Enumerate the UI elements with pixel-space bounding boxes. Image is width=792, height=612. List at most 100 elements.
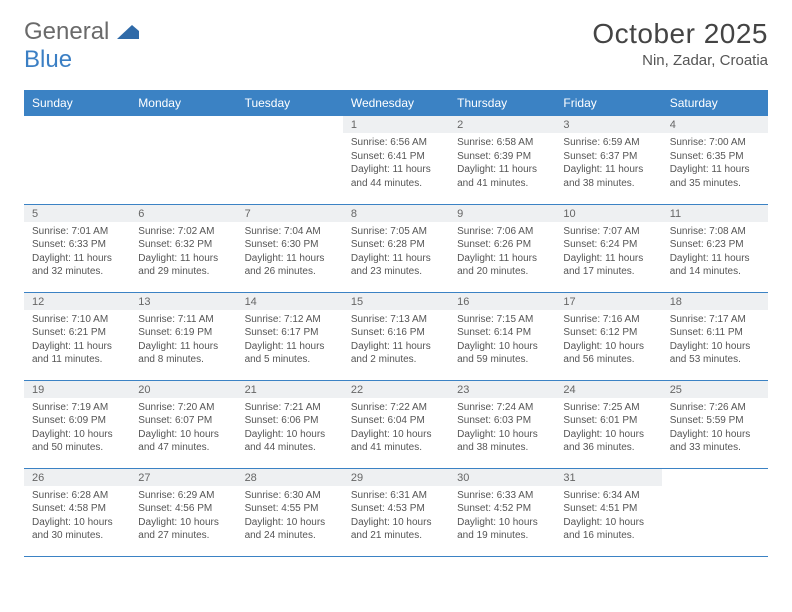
day-detail-line: Sunset: 6:04 PM: [351, 414, 441, 428]
calendar-cell: 4Sunrise: 7:00 AMSunset: 6:35 PMDaylight…: [662, 116, 768, 204]
day-number: 31: [555, 469, 661, 486]
day-detail-line: and 20 minutes.: [457, 265, 547, 279]
day-detail-line: Sunrise: 7:07 AM: [563, 225, 653, 239]
calendar-cell: 16Sunrise: 7:15 AMSunset: 6:14 PMDayligh…: [449, 292, 555, 380]
weekday-header: Sunday: [24, 90, 130, 116]
day-detail-line: Sunrise: 7:21 AM: [245, 401, 335, 415]
calendar-week-row: 26Sunrise: 6:28 AMSunset: 4:58 PMDayligh…: [24, 468, 768, 556]
calendar-cell: ..: [24, 116, 130, 204]
day-detail-line: Sunrise: 7:22 AM: [351, 401, 441, 415]
page-title: October 2025: [592, 18, 768, 50]
day-number: 18: [662, 293, 768, 310]
day-detail-line: and 30 minutes.: [32, 529, 122, 543]
day-detail-line: Daylight: 11 hours: [457, 163, 547, 177]
day-detail-line: Sunrise: 7:08 AM: [670, 225, 760, 239]
day-number: 12: [24, 293, 130, 310]
day-details: Sunrise: 6:29 AMSunset: 4:56 PMDaylight:…: [130, 486, 236, 547]
day-detail-line: Daylight: 11 hours: [245, 340, 335, 354]
day-detail-line: Daylight: 11 hours: [670, 252, 760, 266]
day-number: 17: [555, 293, 661, 310]
day-detail-line: and 47 minutes.: [138, 441, 228, 455]
day-detail-line: Daylight: 10 hours: [32, 428, 122, 442]
day-number: 21: [237, 381, 343, 398]
day-detail-line: Sunrise: 7:16 AM: [563, 313, 653, 327]
day-detail-line: Daylight: 10 hours: [351, 428, 441, 442]
day-number: 15: [343, 293, 449, 310]
day-detail-line: Daylight: 10 hours: [245, 428, 335, 442]
day-detail-line: Sunset: 6:28 PM: [351, 238, 441, 252]
calendar-cell: 7Sunrise: 7:04 AMSunset: 6:30 PMDaylight…: [237, 204, 343, 292]
day-detail-line: Sunrise: 7:02 AM: [138, 225, 228, 239]
day-detail-line: Sunrise: 7:10 AM: [32, 313, 122, 327]
day-detail-line: Sunset: 4:55 PM: [245, 502, 335, 516]
day-detail-line: and 29 minutes.: [138, 265, 228, 279]
calendar-head: SundayMondayTuesdayWednesdayThursdayFrid…: [24, 90, 768, 116]
day-details: Sunrise: 7:11 AMSunset: 6:19 PMDaylight:…: [130, 310, 236, 371]
day-detail-line: and 53 minutes.: [670, 353, 760, 367]
day-details: Sunrise: 7:22 AMSunset: 6:04 PMDaylight:…: [343, 398, 449, 459]
day-number: 4: [662, 116, 768, 133]
calendar-cell: 9Sunrise: 7:06 AMSunset: 6:26 PMDaylight…: [449, 204, 555, 292]
page-subtitle: Nin, Zadar, Croatia: [592, 52, 768, 69]
calendar-week-row: 5Sunrise: 7:01 AMSunset: 6:33 PMDaylight…: [24, 204, 768, 292]
day-detail-line: Daylight: 11 hours: [457, 252, 547, 266]
calendar-cell: ..: [662, 468, 768, 556]
day-detail-line: Daylight: 10 hours: [138, 516, 228, 530]
day-detail-line: Sunset: 6:41 PM: [351, 150, 441, 164]
day-detail-line: Sunset: 6:19 PM: [138, 326, 228, 340]
day-detail-line: Sunrise: 6:56 AM: [351, 136, 441, 150]
header: General Blue October 2025 Nin, Zadar, Cr…: [24, 18, 768, 74]
weekday-header: Friday: [555, 90, 661, 116]
day-details: Sunrise: 7:20 AMSunset: 6:07 PMDaylight:…: [130, 398, 236, 459]
calendar-cell: 17Sunrise: 7:16 AMSunset: 6:12 PMDayligh…: [555, 292, 661, 380]
day-detail-line: Daylight: 11 hours: [351, 252, 441, 266]
day-details: Sunrise: 7:01 AMSunset: 6:33 PMDaylight:…: [24, 222, 130, 283]
day-detail-line: Daylight: 11 hours: [245, 252, 335, 266]
calendar-cell: 27Sunrise: 6:29 AMSunset: 4:56 PMDayligh…: [130, 468, 236, 556]
logo-text-blue: Blue: [24, 46, 72, 73]
day-details: Sunrise: 6:56 AMSunset: 6:41 PMDaylight:…: [343, 133, 449, 194]
logo-text-general: General: [24, 18, 109, 45]
day-number: 1: [343, 116, 449, 133]
day-detail-line: and 8 minutes.: [138, 353, 228, 367]
calendar-cell: 22Sunrise: 7:22 AMSunset: 6:04 PMDayligh…: [343, 380, 449, 468]
day-detail-line: and 33 minutes.: [670, 441, 760, 455]
day-detail-line: and 24 minutes.: [245, 529, 335, 543]
day-detail-line: Sunset: 6:37 PM: [563, 150, 653, 164]
day-detail-line: Sunset: 4:56 PM: [138, 502, 228, 516]
day-detail-line: Sunset: 6:33 PM: [32, 238, 122, 252]
day-detail-line: and 27 minutes.: [138, 529, 228, 543]
day-detail-line: Daylight: 11 hours: [563, 252, 653, 266]
calendar-cell: 6Sunrise: 7:02 AMSunset: 6:32 PMDaylight…: [130, 204, 236, 292]
calendar-cell: 18Sunrise: 7:17 AMSunset: 6:11 PMDayligh…: [662, 292, 768, 380]
weekday-header: Tuesday: [237, 90, 343, 116]
day-detail-line: Sunrise: 6:30 AM: [245, 489, 335, 503]
logo: General Blue: [24, 18, 139, 74]
day-detail-line: Sunrise: 7:24 AM: [457, 401, 547, 415]
day-details: Sunrise: 7:26 AMSunset: 5:59 PMDaylight:…: [662, 398, 768, 459]
day-number: 22: [343, 381, 449, 398]
day-detail-line: Sunrise: 7:25 AM: [563, 401, 653, 415]
day-detail-line: and 38 minutes.: [457, 441, 547, 455]
day-details: Sunrise: 7:04 AMSunset: 6:30 PMDaylight:…: [237, 222, 343, 283]
day-number: 30: [449, 469, 555, 486]
day-detail-line: Sunset: 6:06 PM: [245, 414, 335, 428]
day-detail-line: Daylight: 10 hours: [457, 428, 547, 442]
weekday-header: Thursday: [449, 90, 555, 116]
day-detail-line: Sunset: 4:58 PM: [32, 502, 122, 516]
day-detail-line: Sunset: 6:01 PM: [563, 414, 653, 428]
day-detail-line: and 23 minutes.: [351, 265, 441, 279]
day-details: Sunrise: 7:06 AMSunset: 6:26 PMDaylight:…: [449, 222, 555, 283]
day-details: Sunrise: 7:15 AMSunset: 6:14 PMDaylight:…: [449, 310, 555, 371]
calendar-table: SundayMondayTuesdayWednesdayThursdayFrid…: [24, 90, 768, 557]
weekday-row: SundayMondayTuesdayWednesdayThursdayFrid…: [24, 90, 768, 116]
day-number: 19: [24, 381, 130, 398]
day-detail-line: Sunrise: 7:00 AM: [670, 136, 760, 150]
day-detail-line: Daylight: 10 hours: [563, 340, 653, 354]
calendar-cell: ..: [237, 116, 343, 204]
day-detail-line: Daylight: 11 hours: [670, 163, 760, 177]
calendar-cell: ..: [130, 116, 236, 204]
day-number: 27: [130, 469, 236, 486]
calendar-cell: 19Sunrise: 7:19 AMSunset: 6:09 PMDayligh…: [24, 380, 130, 468]
day-detail-line: Sunrise: 7:15 AM: [457, 313, 547, 327]
